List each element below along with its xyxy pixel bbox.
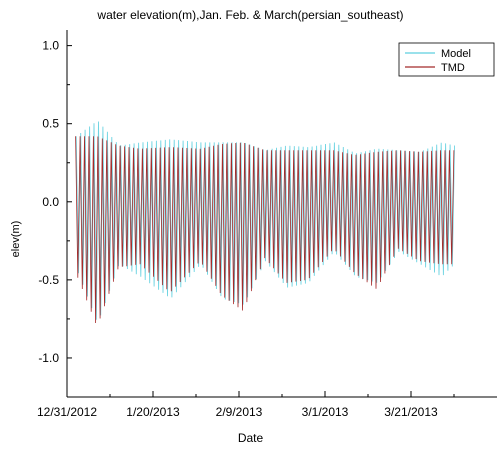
legend-label-model: Model	[441, 48, 471, 60]
series-line-model	[75, 121, 455, 320]
x-tick-label: 3/1/2013	[302, 405, 349, 419]
x-tick-label: 12/31/2012	[37, 405, 97, 419]
chart-title: water elevation(m),Jan. Feb. & March(per…	[97, 8, 404, 22]
y-tick-label: -0.5	[38, 273, 59, 287]
x-axis-label: Date	[237, 431, 264, 445]
x-tick-label: 2/9/2013	[216, 405, 263, 419]
x-tick-label: 3/21/2013	[384, 405, 438, 419]
legend-label-tmd: TMD	[441, 62, 465, 74]
y-tick-label: -1.0	[38, 351, 59, 365]
series-line-tmd	[75, 136, 455, 324]
legend-box	[398, 42, 495, 77]
y-tick-label: 0.0	[42, 195, 59, 209]
y-tick-label: 0.5	[42, 117, 59, 131]
y-tick-label: 1.0	[42, 39, 59, 53]
x-tick-label: 1/20/2013	[126, 405, 180, 419]
